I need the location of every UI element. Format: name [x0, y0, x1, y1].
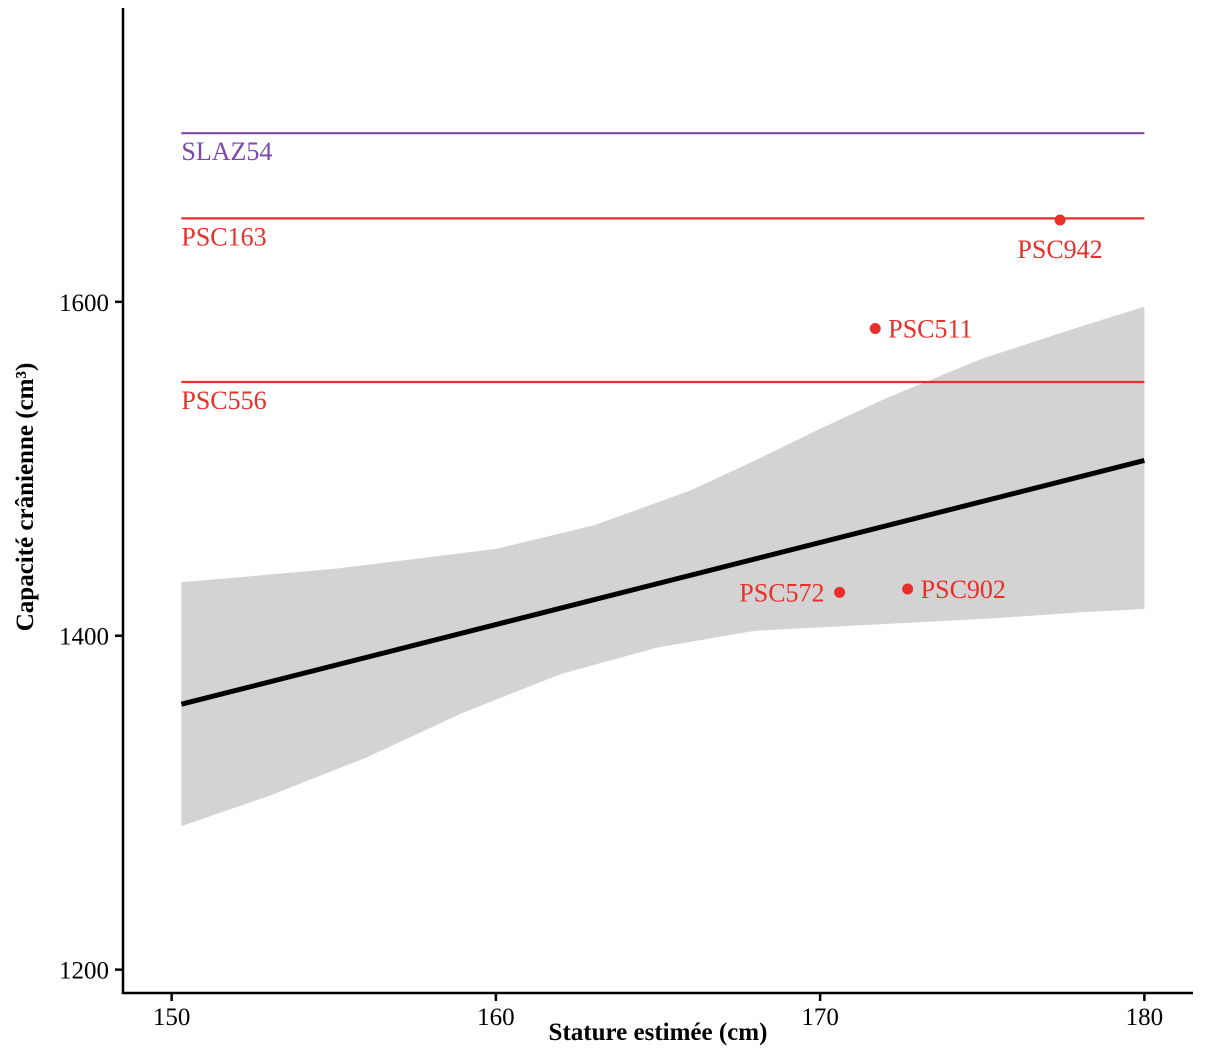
y-tick-label: 1200 — [59, 958, 109, 985]
axes — [121, 8, 1193, 995]
point-psc572 — [834, 586, 846, 598]
point-psc511 — [869, 323, 881, 335]
reference-label-psc163: PSC163 — [181, 222, 266, 251]
y-tick-label: 1400 — [59, 624, 109, 651]
regression-line — [180, 458, 1145, 707]
x-tick-label: 150 — [153, 1004, 191, 1031]
confidence-band — [181, 306, 1145, 827]
point-label-psc902: PSC902 — [921, 575, 1006, 604]
reference-label-slaz54: SLAZ54 — [181, 137, 272, 166]
y-tick-label: 1600 — [59, 290, 109, 317]
plot-area: SLAZ54 PSC163 PSC556 PSC942 PSC511 PSC572 PSC9… — [180, 132, 1145, 827]
y-axis-title: Capacité crânienne (cm³) — [12, 363, 39, 632]
point-label-psc942: PSC942 — [1017, 235, 1102, 264]
point-label-psc511: PSC511 — [888, 315, 972, 344]
x-tick-label: 170 — [801, 1004, 839, 1031]
point-psc942 — [1054, 214, 1066, 226]
point-psc902 — [902, 583, 914, 595]
ticks: 150 160 170 180 1200 1400 1600 — [59, 290, 1163, 1031]
x-tick-label: 160 — [477, 1004, 515, 1031]
x-tick-label: 180 — [1126, 1004, 1164, 1031]
x-axis-title: Stature estimée (cm) — [549, 1019, 768, 1046]
point-label-psc572: PSC572 — [739, 578, 824, 607]
reference-label-psc556: PSC556 — [181, 386, 266, 415]
